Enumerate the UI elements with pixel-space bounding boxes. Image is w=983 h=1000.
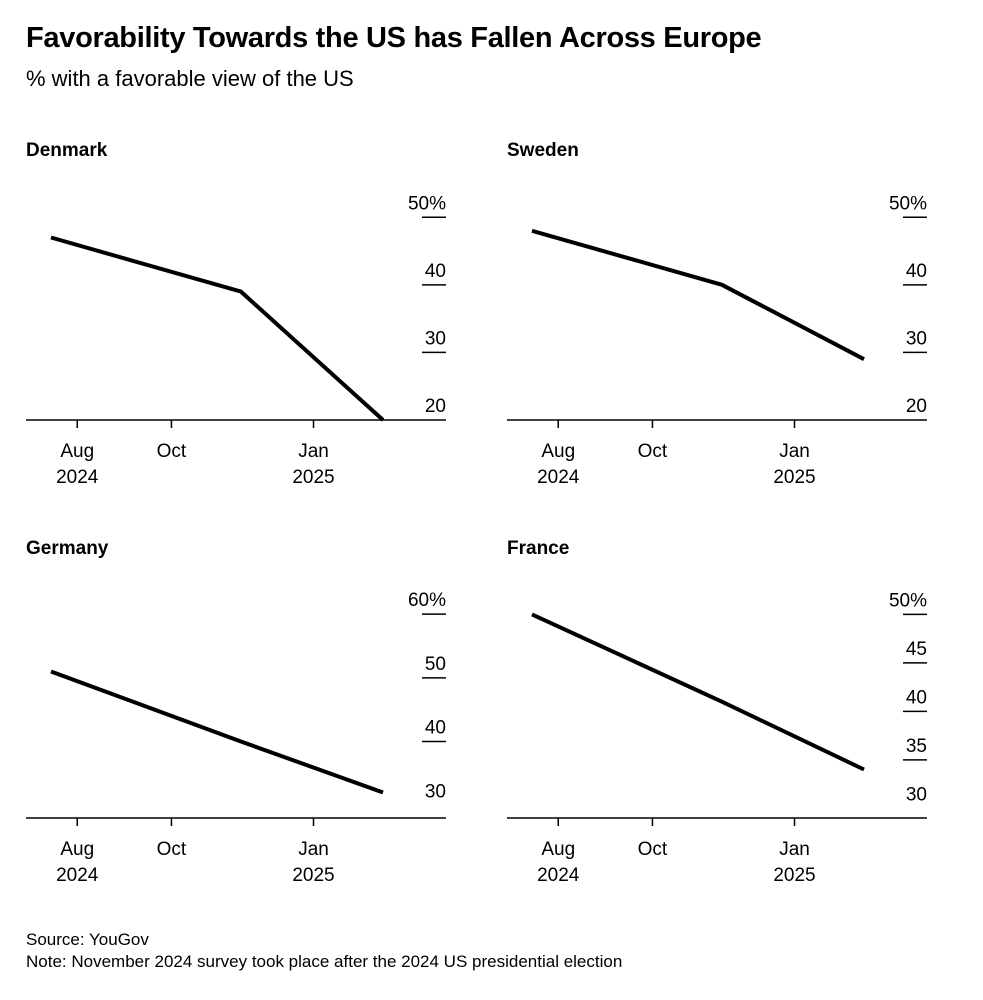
y-tick-label: 30 xyxy=(906,328,927,349)
y-tick-label: 40 xyxy=(906,687,927,708)
x-tick-label: Oct xyxy=(638,839,668,860)
panel-title: Germany xyxy=(26,538,109,559)
y-tick-label: 45 xyxy=(906,639,927,660)
y-tick-label: 20 xyxy=(906,396,927,417)
x-tick-year-label: 2025 xyxy=(292,865,334,886)
panel-sweden: Sweden 20 30 40 50% Aug 2024 Oct Jan 2025 xyxy=(507,140,947,500)
y-tick-label: 50% xyxy=(889,193,927,214)
series-line xyxy=(531,228,865,361)
x-tick-year-label: 2024 xyxy=(56,865,99,886)
chart-svg: 30 40 50 60% Aug 2024 Oct Jan 2025 xyxy=(26,590,446,886)
x-tick-label: Aug xyxy=(541,441,575,462)
y-tick-label: 60% xyxy=(408,590,446,611)
chart-subtitle: % with a favorable view of the US xyxy=(26,66,354,91)
series-line xyxy=(50,669,384,795)
panel-title: Sweden xyxy=(507,140,579,161)
chart-svg: 20 30 40 50% Aug 2024 Oct Jan 2025 xyxy=(26,193,446,488)
y-tick-label: 35 xyxy=(906,736,927,757)
x-tick-label: Oct xyxy=(157,441,187,462)
y-tick-label: 50 xyxy=(425,654,446,675)
y-tick-label: 40 xyxy=(425,718,446,739)
chart-title: Favorability Towards the US has Fallen A… xyxy=(26,22,762,54)
panel-germany: Germany 30 40 50 60% Aug 2024 Oct Jan 2025 xyxy=(26,538,466,898)
chart-svg: 20 30 40 50% Aug 2024 Oct Jan 2025 xyxy=(507,193,927,488)
x-tick-year-label: 2024 xyxy=(56,467,99,488)
panel-title: Denmark xyxy=(26,140,108,161)
y-tick-label: 40 xyxy=(425,261,446,282)
x-tick-label: Oct xyxy=(157,839,187,860)
source-note: Source: YouGov xyxy=(26,930,149,949)
series-line xyxy=(50,235,385,422)
panel-france: France 30 35 40 45 50% Aug 2024 Oct Jan 2025 xyxy=(507,538,947,898)
x-tick-label: Jan xyxy=(779,441,810,462)
y-tick-label: 30 xyxy=(906,784,927,805)
y-tick-label: 30 xyxy=(425,781,446,802)
x-tick-label: Aug xyxy=(60,839,94,860)
y-tick-label: 50% xyxy=(408,193,446,214)
x-tick-label: Jan xyxy=(298,441,329,462)
x-tick-year-label: 2024 xyxy=(537,865,580,886)
x-tick-year-label: 2025 xyxy=(292,467,334,488)
footnote: Note: November 2024 survey took place af… xyxy=(26,952,623,971)
y-tick-label: 30 xyxy=(425,328,446,349)
panel-title: France xyxy=(507,538,570,559)
x-tick-label: Aug xyxy=(60,441,94,462)
x-tick-year-label: 2025 xyxy=(773,467,815,488)
x-tick-label: Oct xyxy=(638,441,668,462)
series-line xyxy=(531,612,865,772)
panel-denmark: Denmark 20 30 40 50% Aug 2024 Oct Jan 2025 xyxy=(26,140,466,500)
x-tick-year-label: 2024 xyxy=(537,467,580,488)
x-tick-label: Aug xyxy=(541,839,575,860)
chart-svg: 30 35 40 45 50% Aug 2024 Oct Jan 2025 xyxy=(507,590,927,886)
x-tick-label: Jan xyxy=(779,839,810,860)
y-tick-label: 50% xyxy=(889,590,927,611)
y-tick-label: 40 xyxy=(906,261,927,282)
x-tick-label: Jan xyxy=(298,839,329,860)
x-tick-year-label: 2025 xyxy=(773,865,815,886)
y-tick-label: 20 xyxy=(425,396,446,417)
